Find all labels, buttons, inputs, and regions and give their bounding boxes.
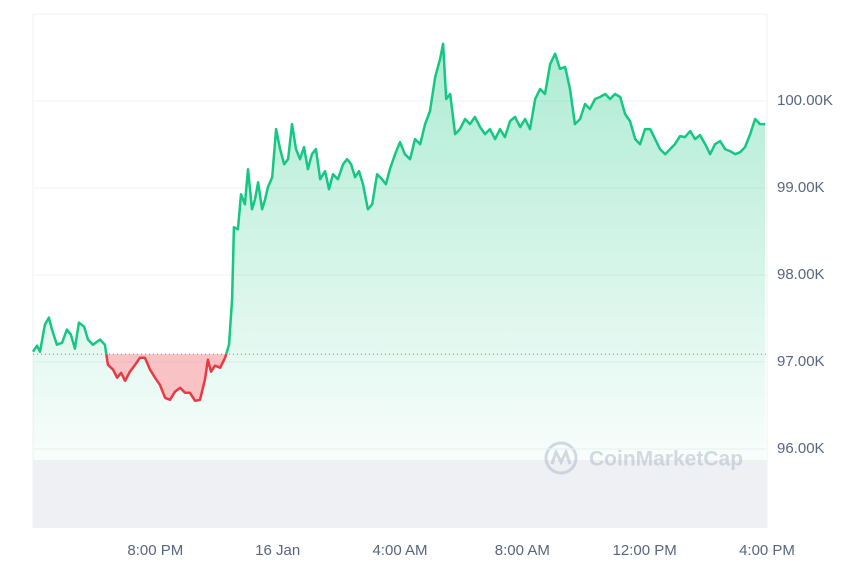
area-up — [33, 43, 766, 461]
area-down — [106, 354, 227, 401]
y-tick-label: 97.00K — [777, 353, 825, 370]
x-tick-label: 4:00 AM — [372, 542, 427, 559]
x-tick-label: 12:00 PM — [613, 542, 677, 559]
y-tick-label: 100.00K — [777, 92, 833, 109]
x-tick-label: 8:00 PM — [127, 542, 183, 559]
volume-area — [33, 460, 767, 528]
y-tick-label: 96.00K — [777, 440, 825, 457]
y-tick-label: 98.00K — [777, 266, 825, 283]
x-tick-label: 8:00 AM — [495, 542, 550, 559]
x-tick-label: 4:00 PM — [739, 542, 795, 559]
price-line-up — [31, 42, 766, 355]
x-tick-label: 16 Jan — [255, 542, 300, 559]
price-line-down — [105, 354, 228, 403]
y-tick-label: 99.00K — [777, 179, 825, 196]
